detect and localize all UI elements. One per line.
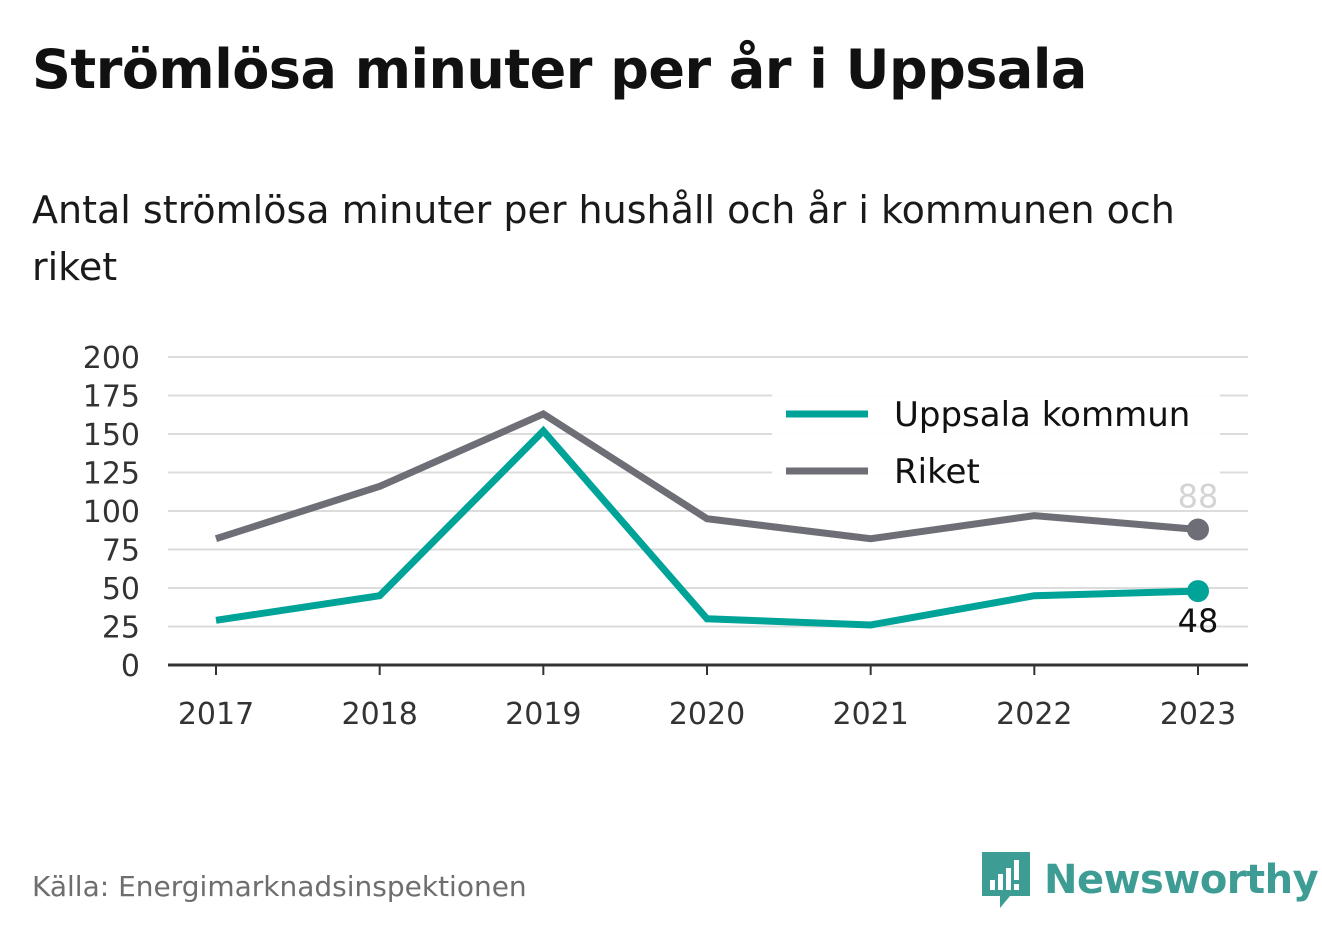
series-line-riket xyxy=(214,410,1199,543)
y-tick-label: 75 xyxy=(102,534,140,569)
y-tick-label: 150 xyxy=(83,418,140,453)
x-tick-label: 2022 xyxy=(996,697,1072,732)
y-tick-label: 25 xyxy=(102,611,140,646)
chart-subtitle: Antal strömlösa minuter per hushåll och … xyxy=(32,188,1175,289)
y-tick-label: 125 xyxy=(83,457,140,492)
brand-logo: Newsworthy xyxy=(980,850,1319,910)
chart-title: Strömlösa minuter per år i Uppsala xyxy=(32,38,1087,101)
y-tick-label: 0 xyxy=(121,649,140,684)
x-tick-label: 2018 xyxy=(341,697,417,732)
legend-background xyxy=(772,390,1220,502)
series-end-point xyxy=(1187,580,1209,603)
data-label: 88 xyxy=(1178,477,1219,515)
newsworthy-logo-icon xyxy=(982,852,1030,908)
series-end-point xyxy=(1187,518,1209,541)
data-label: 48 xyxy=(1178,602,1219,640)
y-tick-label: 50 xyxy=(102,572,140,607)
legend-label: Uppsala kommun xyxy=(894,395,1190,435)
x-tick-label: 2023 xyxy=(1160,697,1236,732)
source-note: Källa: Energimarknadsinspektionen xyxy=(32,870,527,903)
brand-name: Newsworthy xyxy=(1044,857,1319,903)
x-tick-label: 2019 xyxy=(505,697,581,732)
y-tick-label: 100 xyxy=(83,495,140,530)
x-tick-label: 2017 xyxy=(178,697,254,732)
x-tick-label: 2020 xyxy=(669,697,745,732)
series-line-uppsala-kommun xyxy=(215,425,1199,629)
x-tick-label: 2021 xyxy=(832,697,908,732)
y-tick-label: 175 xyxy=(83,380,140,415)
y-tick-label: 200 xyxy=(83,341,140,376)
legend-label: Riket xyxy=(894,452,980,492)
